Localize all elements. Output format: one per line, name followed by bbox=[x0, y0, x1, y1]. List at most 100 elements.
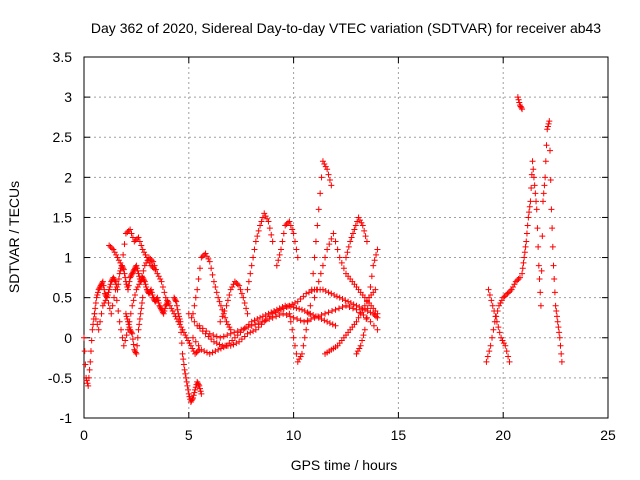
data-point bbox=[356, 304, 363, 311]
data-point bbox=[535, 243, 542, 250]
data-point bbox=[198, 254, 205, 261]
data-point bbox=[162, 294, 169, 301]
data-point bbox=[192, 384, 199, 391]
data-point bbox=[283, 312, 290, 319]
data-point bbox=[177, 318, 184, 325]
data-point bbox=[210, 338, 217, 345]
data-point bbox=[328, 182, 335, 189]
data-point bbox=[361, 302, 368, 309]
data-point bbox=[99, 279, 106, 286]
axis-ticks bbox=[83, 56, 609, 419]
data-point bbox=[374, 246, 381, 253]
series-s15 bbox=[322, 286, 379, 357]
data-point bbox=[339, 304, 346, 311]
data-point bbox=[100, 282, 107, 289]
x-tick-label: 5 bbox=[185, 427, 193, 443]
data-point bbox=[132, 348, 139, 355]
data-point bbox=[189, 345, 196, 352]
data-point bbox=[493, 318, 500, 325]
data-point bbox=[164, 297, 171, 304]
data-point bbox=[179, 326, 186, 333]
data-point bbox=[145, 290, 152, 297]
data-point bbox=[550, 262, 557, 269]
data-point bbox=[105, 289, 112, 296]
data-point bbox=[255, 227, 262, 234]
data-point bbox=[237, 286, 244, 293]
data-point bbox=[293, 305, 300, 312]
tick-labels: 0 5 10 15 20 25 -1 -0.5 0 0.5 1 1.5 2 2.5 3 3.5 bbox=[48, 49, 616, 443]
data-point bbox=[301, 334, 308, 341]
data-point bbox=[98, 310, 105, 317]
data-point bbox=[519, 265, 526, 272]
data-point bbox=[81, 348, 88, 355]
data-point bbox=[336, 254, 343, 261]
data-point bbox=[187, 342, 194, 349]
data-point bbox=[362, 233, 369, 240]
data-point bbox=[132, 291, 139, 298]
data-point bbox=[303, 290, 310, 297]
data-point bbox=[544, 123, 551, 130]
data-point bbox=[182, 332, 189, 339]
data-point bbox=[122, 337, 129, 344]
data-point bbox=[106, 242, 113, 249]
data-point bbox=[111, 294, 118, 301]
data-point bbox=[88, 337, 95, 344]
data-point bbox=[193, 349, 200, 356]
data-point bbox=[182, 370, 189, 377]
data-point bbox=[266, 316, 273, 323]
data-point bbox=[293, 350, 300, 357]
data-point bbox=[533, 198, 540, 205]
data-point bbox=[282, 222, 289, 229]
data-point bbox=[223, 318, 230, 325]
series-s19 bbox=[485, 286, 513, 365]
data-point bbox=[303, 326, 310, 333]
data-point bbox=[324, 166, 331, 173]
data-point bbox=[526, 203, 533, 210]
data-point bbox=[220, 333, 227, 340]
data-point bbox=[319, 286, 326, 293]
data-point bbox=[92, 305, 99, 312]
data-point bbox=[349, 305, 356, 312]
data-point bbox=[135, 326, 142, 333]
data-point bbox=[97, 283, 104, 290]
series-s8 bbox=[189, 302, 339, 357]
data-point bbox=[368, 273, 375, 280]
series-s4 bbox=[122, 294, 146, 357]
data-point bbox=[185, 390, 192, 397]
data-point bbox=[310, 312, 317, 319]
data-point bbox=[289, 226, 296, 233]
data-point bbox=[86, 366, 93, 373]
data-point bbox=[94, 321, 101, 328]
data-point bbox=[229, 283, 236, 290]
data-point bbox=[291, 238, 298, 245]
y-tick-label: 2.5 bbox=[53, 129, 73, 145]
data-point bbox=[251, 317, 258, 324]
data-point bbox=[275, 257, 282, 264]
data-point bbox=[276, 312, 283, 319]
data-point bbox=[346, 304, 353, 311]
data-point bbox=[519, 270, 526, 277]
data-point bbox=[106, 305, 113, 312]
data-point bbox=[199, 325, 206, 332]
data-point bbox=[127, 274, 134, 281]
data-point bbox=[508, 286, 515, 293]
data-point bbox=[150, 258, 157, 265]
data-point bbox=[372, 286, 379, 293]
data-point bbox=[212, 348, 219, 355]
data-point bbox=[208, 336, 215, 343]
data-point bbox=[213, 289, 220, 296]
data-point bbox=[540, 198, 547, 205]
data-point bbox=[551, 289, 558, 296]
data-point bbox=[127, 226, 134, 233]
data-point bbox=[189, 396, 196, 403]
data-point bbox=[206, 258, 213, 265]
data-point bbox=[336, 294, 343, 301]
data-point bbox=[116, 318, 123, 325]
data-point bbox=[300, 293, 307, 300]
data-point bbox=[223, 342, 230, 349]
data-point bbox=[134, 334, 141, 341]
data-point bbox=[131, 238, 138, 245]
data-point bbox=[155, 300, 162, 307]
data-point bbox=[347, 300, 354, 307]
data-point bbox=[529, 158, 536, 165]
